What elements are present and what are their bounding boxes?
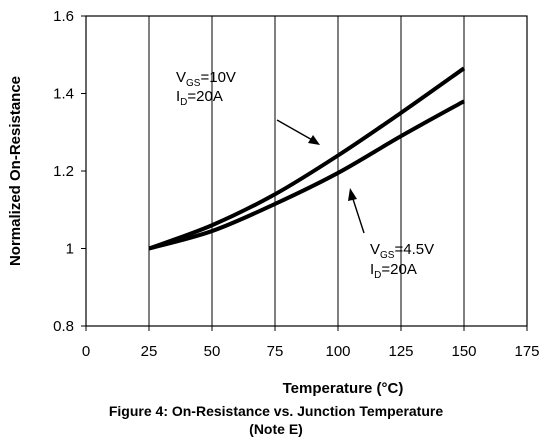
annotation-10v-line2: ID=20A xyxy=(176,88,223,108)
y-tick-label: 1.2 xyxy=(53,163,74,180)
y-tick-label: 1.4 xyxy=(53,86,74,103)
annotation-4v5-line2: ID=20A xyxy=(370,261,417,281)
x-tick-label: 0 xyxy=(82,343,90,360)
x-tick-label: 150 xyxy=(451,343,476,360)
plot-frame xyxy=(85,15,528,327)
x-tick-labels: 0 25 50 75 100 125 150 175 xyxy=(82,343,540,360)
x-tick-label: 25 xyxy=(141,343,158,360)
annotation-4v5-arrow xyxy=(348,188,365,234)
y-tick-label: 1 xyxy=(66,241,74,258)
y-tick-label: 0.8 xyxy=(53,318,74,335)
y-axis-title: Normalized On-Resistance xyxy=(7,76,24,266)
x-tick-label: 75 xyxy=(267,343,284,360)
x-tick-label: 100 xyxy=(325,343,350,360)
figure-caption: Figure 4: On-Resistance vs. Junction Tem… xyxy=(108,403,444,419)
x-tick-label: 50 xyxy=(204,343,221,360)
grid-lines xyxy=(81,15,528,331)
x-tick-label: 125 xyxy=(388,343,413,360)
series-group xyxy=(148,66,466,251)
series-line-vgs-4v5 xyxy=(148,99,465,251)
series-line-vgs-10v xyxy=(148,66,466,251)
annotation-4v5-line1: VGS=4.5V xyxy=(370,241,434,261)
y-tick-labels: 0.8 1 1.2 1.4 1.6 xyxy=(53,8,74,335)
annotation-10v-line1: VGS=10V xyxy=(176,69,236,89)
x-axis-title: Temperature (°C) xyxy=(283,380,404,397)
annotation-10v-arrow xyxy=(276,119,320,145)
x-tick-label: 175 xyxy=(514,343,539,360)
figure-note: (Note E) xyxy=(249,421,303,437)
y-tick-label: 1.6 xyxy=(53,8,74,25)
